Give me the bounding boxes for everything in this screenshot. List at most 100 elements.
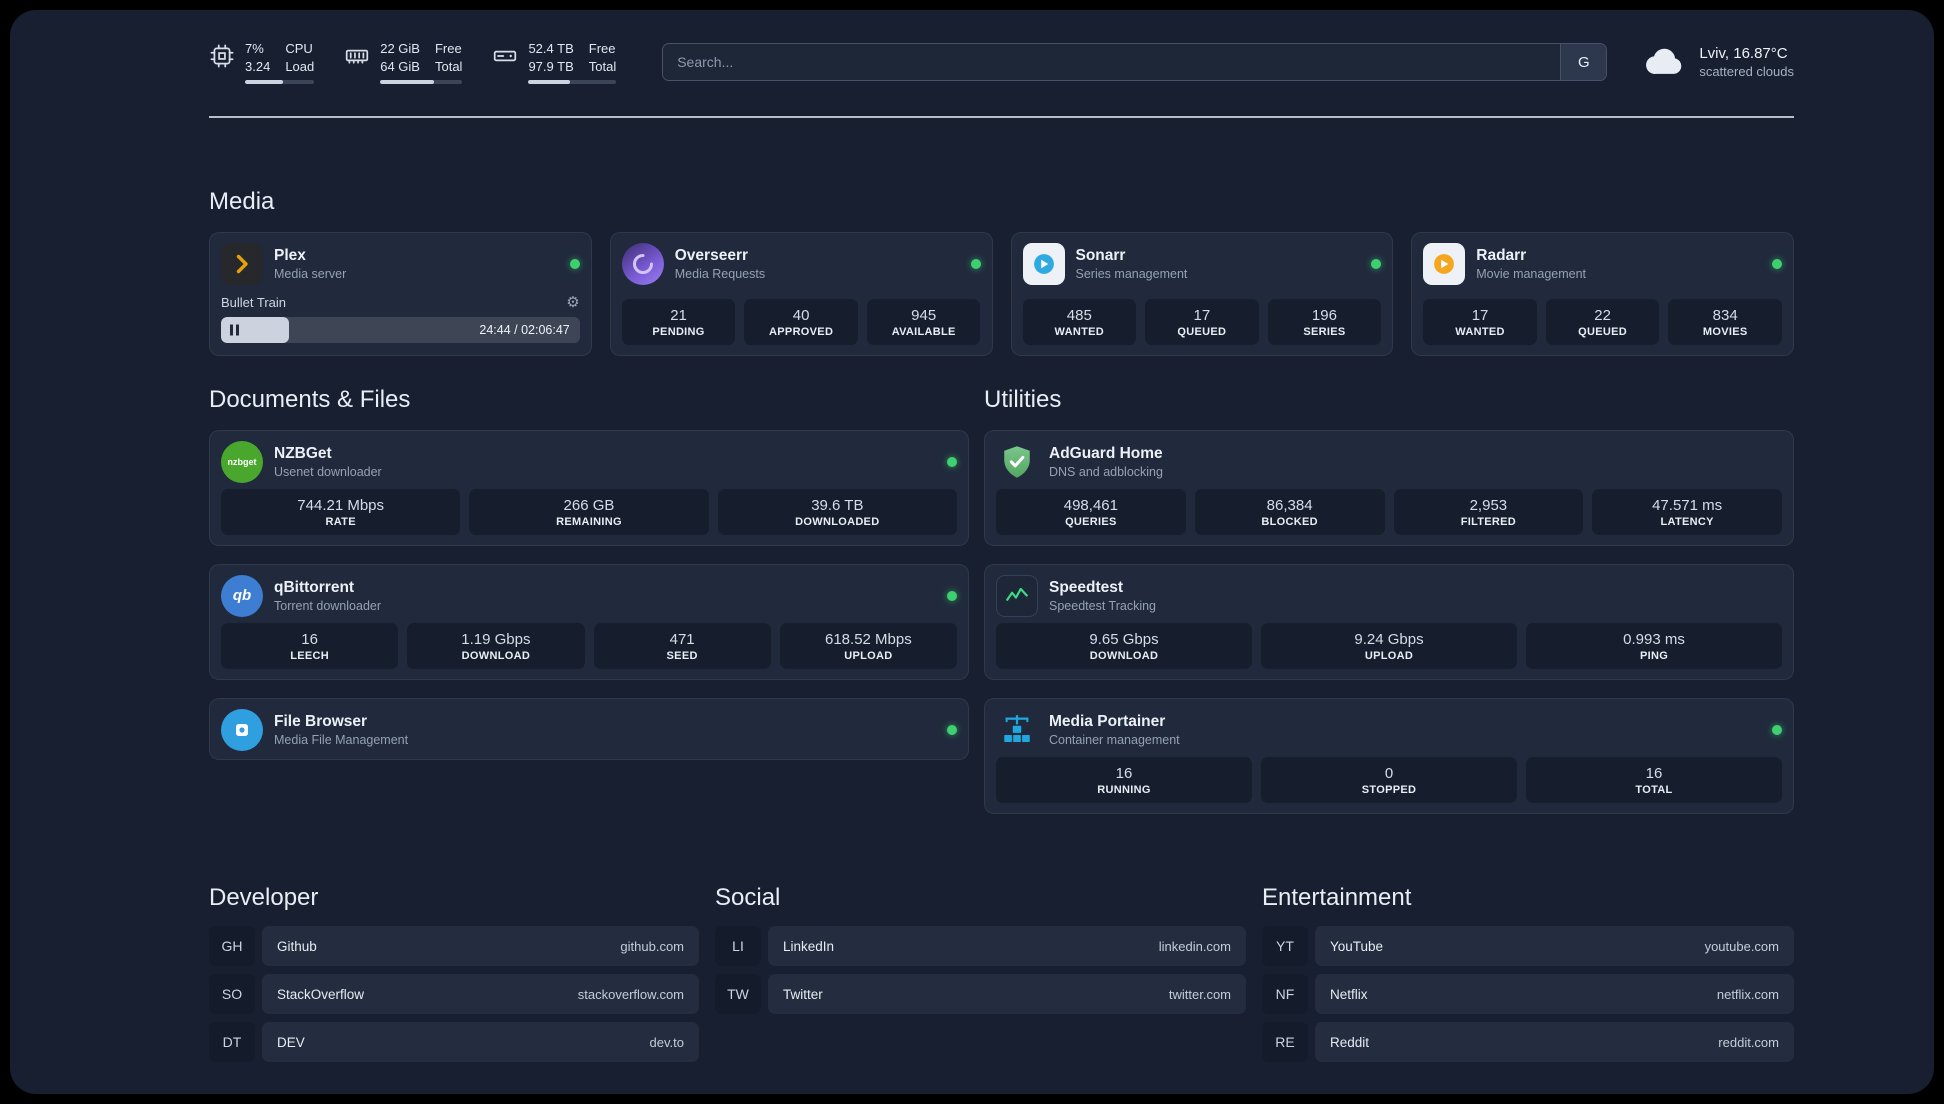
stat-stopped: 0 STOPPED (1261, 757, 1517, 803)
pause-icon[interactable] (230, 324, 242, 336)
service-card-filebrowser[interactable]: File Browser Media File Management (209, 698, 969, 760)
filebrowser-icon (221, 709, 263, 751)
stat-running: 16 RUNNING (996, 757, 1252, 803)
bookmark-reddit[interactable]: RE Reddit reddit.com (1262, 1022, 1794, 1062)
service-subtitle: Container management (1049, 733, 1180, 747)
bookmark-abbr: RE (1262, 1022, 1308, 1062)
service-card-qbittorrent[interactable]: qb qBittorrent Torrent downloader 16 LEEC… (209, 564, 969, 680)
bookmark-twitter[interactable]: TW Twitter twitter.com (715, 974, 1246, 1014)
search-provider-button[interactable]: G (1560, 44, 1607, 80)
status-dot (947, 591, 957, 601)
stat-download: 9.65 Gbps DOWNLOAD (996, 623, 1252, 669)
disk-labels: Free Total (588, 41, 617, 74)
cpu-values: 7% 3.24 (245, 41, 271, 74)
status-dot (1772, 725, 1782, 735)
stat-ping: 0.993 ms PING (1526, 623, 1782, 669)
bookmark-abbr: DT (209, 1022, 255, 1062)
service-title: Plex (274, 247, 306, 264)
service-title: Media Portainer (1049, 713, 1166, 730)
service-card-overseerr[interactable]: Overseerr Media Requests 21 PENDING 40 APP… (609, 232, 993, 356)
service-subtitle: Media Requests (674, 267, 766, 281)
service-card-sonarr[interactable]: Sonarr Series management 485 WANTED 17 QUE… (1010, 232, 1394, 356)
disk-progress-bar (528, 79, 617, 84)
service-subtitle: Usenet downloader (274, 465, 382, 479)
stat-download: 1.19 Gbps DOWNLOAD (407, 623, 585, 669)
section-media: Media Plex Media server Bullet Train ⚙ (209, 188, 1794, 356)
memory-widget: 22 GiB 64 GiB Free Total (344, 40, 463, 84)
service-title: File Browser (274, 713, 368, 730)
dashboard-panel: 7% 3.24 CPU Load (10, 10, 1934, 1094)
status-dot (970, 259, 981, 269)
service-subtitle: Media server (274, 267, 347, 281)
service-title: Sonarr (1075, 247, 1126, 264)
header-divider (209, 116, 1794, 118)
search-input[interactable] (663, 44, 1561, 80)
service-subtitle: Media File Management (274, 733, 409, 747)
plex-icon (221, 243, 263, 285)
bookmark-netflix[interactable]: NF Netflix netflix.com (1262, 974, 1794, 1014)
stat-rate: 744.21 Mbps RATE (221, 489, 461, 535)
cloud-icon (1643, 40, 1687, 84)
stat-movies: 834 MOVIES (1668, 299, 1782, 345)
bookmark-github[interactable]: GH Github github.com (209, 926, 699, 966)
cpu-widget: 7% 3.24 CPU Load (209, 40, 315, 84)
stat-queued: 22 QUEUED (1545, 299, 1660, 345)
disk-values: 52.4 TB 97.9 TB (528, 41, 574, 74)
stat-seed: 471 SEED (593, 623, 771, 669)
bookmark-dev[interactable]: DT DEV dev.to (209, 1022, 699, 1062)
service-card-nzbget[interactable]: nzbget NZBGet Usenet downloader 744.21 M… (209, 430, 969, 546)
service-card-adguard[interactable]: AdGuard Home DNS and adblocking 498,461 Q… (984, 430, 1794, 546)
service-card-plex[interactable]: Plex Media server Bullet Train ⚙ 24:44 /… (209, 232, 592, 356)
bookmark-youtube[interactable]: YT YouTube youtube.com (1262, 926, 1794, 966)
weather-condition: scattered clouds (1699, 64, 1794, 79)
cpu-labels: CPU Load (285, 41, 315, 74)
plex-player-bar[interactable]: 24:44 / 02:06:47 (221, 317, 580, 343)
bookmark-group-entertainment: Entertainment YT YouTube youtube.com NF N… (1262, 884, 1794, 1062)
status-dot (1772, 259, 1782, 269)
bookmark-group-social: Social LI LinkedIn linkedin.com TW Twitte… (715, 884, 1246, 1062)
weather-widget[interactable]: Lviv, 16.87°C scattered clouds (1643, 40, 1794, 84)
service-card-radarr[interactable]: Radarr Movie management 17 WANTED 22 QUEUE… (1411, 232, 1794, 356)
service-subtitle: Torrent downloader (274, 599, 382, 613)
stat-available: 945 AVAILABLE (866, 299, 981, 345)
bookmark-linkedin[interactable]: LI LinkedIn linkedin.com (715, 926, 1246, 966)
bookmark-abbr: NF (1262, 974, 1308, 1014)
settings-gear-icon[interactable]: ⚙ (566, 293, 580, 311)
stat-wanted: 17 WANTED (1423, 299, 1537, 345)
stat-approved: 40 APPROVED (744, 299, 858, 345)
section-heading-developer: Developer (209, 884, 319, 911)
stat-leech: 16 LEECH (221, 623, 399, 669)
memory-labels: Free Total (434, 41, 463, 74)
status-dot (569, 259, 580, 269)
player-time: 24:44 / 02:06:47 (479, 323, 570, 337)
service-title: Overseerr (674, 247, 749, 264)
service-subtitle: Series management (1075, 267, 1188, 281)
section-heading-utilities: Utilities (984, 386, 1062, 413)
stat-remaining: 266 GB REMAINING (469, 489, 709, 535)
service-title: Radarr (1476, 247, 1527, 264)
section-heading-media: Media (209, 188, 275, 215)
stat-filtered: 2,953 FILTERED (1393, 489, 1584, 535)
bookmark-abbr: YT (1262, 926, 1308, 966)
stat-upload: 9.24 Gbps UPLOAD (1261, 623, 1517, 669)
status-dot (947, 725, 957, 735)
section-documents: Documents & Files nzbget NZBGet Usenet d… (209, 386, 969, 814)
section-heading-social: Social (715, 884, 781, 911)
cpu-icon (209, 43, 235, 69)
service-subtitle: DNS and adblocking (1049, 465, 1163, 479)
bookmark-abbr: SO (209, 974, 255, 1014)
nzbget-icon: nzbget (221, 441, 263, 483)
stat-queries: 498,461 QUERIES (996, 489, 1186, 535)
bookmark-group-developer: Developer GH Github github.com SO StackOv… (209, 884, 699, 1062)
disk-icon (492, 43, 518, 69)
service-title: NZBGet (274, 445, 332, 462)
stat-total: 16 TOTAL (1526, 757, 1782, 803)
status-dot (1371, 259, 1382, 269)
qbittorrent-icon: qb (221, 575, 263, 617)
bookmark-stackoverflow[interactable]: SO StackOverflow stackoverflow.com (209, 974, 699, 1014)
service-card-portainer[interactable]: Media Portainer Container management 16 R… (984, 698, 1794, 814)
cpu-progress-bar (245, 79, 315, 84)
stat-queued: 17 QUEUED (1145, 299, 1259, 345)
service-card-speedtest[interactable]: Speedtest Speedtest Tracking 9.65 Gbps DO… (984, 564, 1794, 680)
bookmark-abbr: GH (209, 926, 255, 966)
